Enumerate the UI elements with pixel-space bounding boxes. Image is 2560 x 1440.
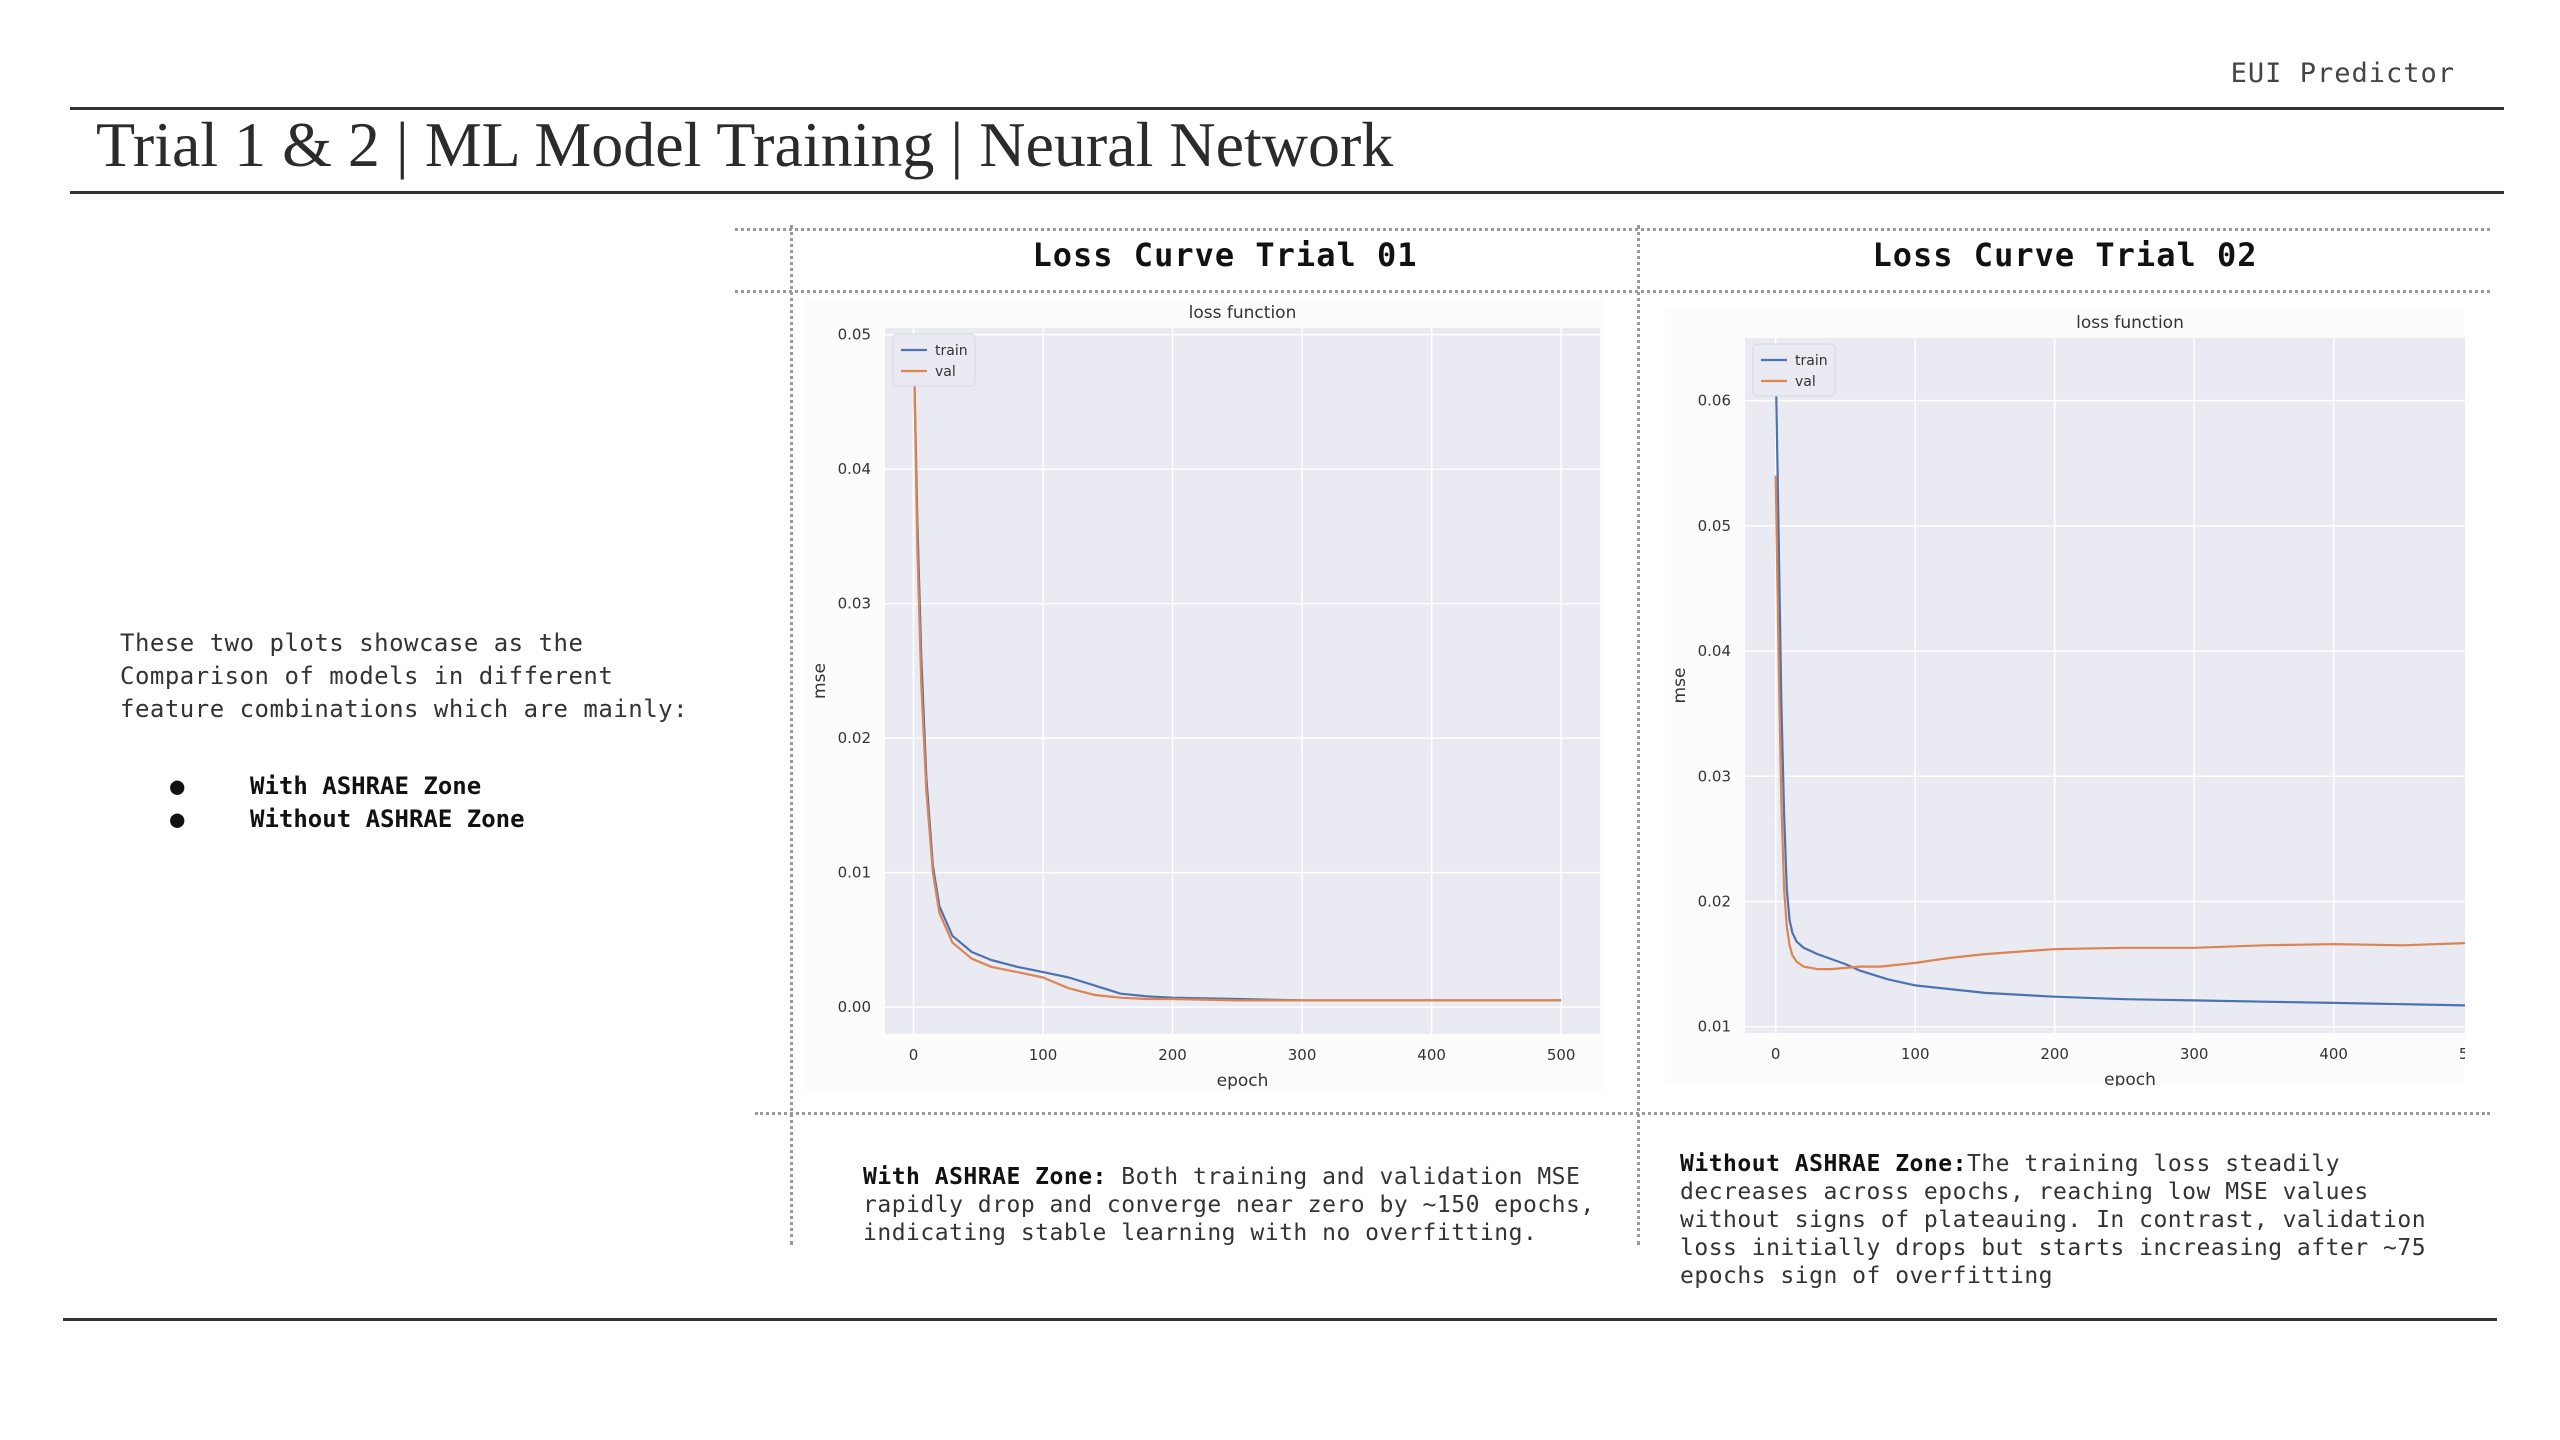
- x-tick-label: 0: [1771, 1045, 1781, 1063]
- x-tick-label: 200: [1158, 1046, 1187, 1064]
- description-lead: Without ASHRAE Zone:: [1680, 1151, 1967, 1177]
- x-tick-label: 0: [909, 1046, 919, 1064]
- feature-item-with-zone: ● With ASHRAE Zone: [170, 770, 525, 803]
- loss-chart-trial-02: 0 100 200 300 400 500 0.01 0.02 0.03 0.04 0.05 0.06…: [1665, 308, 2465, 1086]
- y-axis-label: mse: [1670, 668, 1690, 704]
- feature-list: ● With ASHRAE Zone ● Without ASHRAE Zone: [170, 770, 525, 836]
- plot-area: [885, 328, 1600, 1034]
- description-body: The training loss steadily decreases acr…: [1680, 1151, 2427, 1289]
- description-trial-01: With ASHRAE Zone: Both training and vali…: [863, 1163, 1613, 1247]
- legend-label-train: train: [1795, 353, 1828, 369]
- feature-label: Without ASHRAE Zone: [250, 805, 525, 833]
- y-tick-label: 0.05: [1698, 517, 1731, 535]
- legend-label-val: val: [935, 364, 956, 380]
- y-tick-label: 0.01: [1698, 1018, 1731, 1036]
- description-trial-02: Without ASHRAE Zone:The training loss st…: [1680, 1150, 2460, 1290]
- x-axis-label: epoch: [1217, 1071, 1269, 1090]
- grid-line-bottom: [755, 1112, 2490, 1115]
- grid-line-left: [790, 225, 793, 1245]
- feature-item-without-zone: ● Without ASHRAE Zone: [170, 803, 525, 836]
- bullet-icon: ●: [170, 772, 185, 800]
- series-line-val: [1774, 475, 2465, 971]
- x-tick-label: 400: [2319, 1045, 2348, 1063]
- series-line-train: [1774, 362, 2465, 1007]
- grid-line-header: [735, 290, 2490, 293]
- y-tick-label: 0.03: [1698, 767, 1731, 785]
- x-tick-label: 300: [1288, 1046, 1317, 1064]
- y-tick-label: 0.04: [1698, 642, 1731, 660]
- x-tick-label: 100: [1901, 1045, 1930, 1063]
- x-tick-label: 400: [1417, 1046, 1446, 1064]
- panel-heading-trial-02: Loss Curve Trial 02: [1872, 236, 2258, 274]
- x-tick-label: 500: [2459, 1045, 2465, 1063]
- x-tick-label: 200: [2040, 1045, 2069, 1063]
- x-tick-label: 300: [2180, 1045, 2209, 1063]
- header-bottom-rule: [70, 191, 2504, 194]
- y-tick-label: 0.02: [1698, 893, 1731, 911]
- footer-rule: [63, 1318, 2497, 1321]
- panel-heading-trial-01: Loss Curve Trial 01: [1032, 236, 1418, 274]
- y-tick-label: 0.03: [838, 595, 871, 613]
- x-axis-label: epoch: [2104, 1070, 2156, 1086]
- legend-box: [892, 333, 976, 387]
- y-tick-label: 0.02: [838, 729, 871, 747]
- description-body: Both training and validation MSE rapidly…: [863, 1164, 1595, 1246]
- y-tick-label: 0.00: [838, 998, 871, 1016]
- grid-line-middle: [1637, 225, 1640, 1245]
- y-tick-label: 0.05: [838, 326, 871, 344]
- y-axis-label: mse: [810, 663, 830, 699]
- plot-area: [1745, 338, 2465, 1033]
- chart-title: loss function: [1189, 303, 1297, 323]
- grid-line-top: [735, 228, 2490, 231]
- chart-title: loss function: [2076, 313, 2184, 333]
- page-title: Trial 1 & 2 | ML Model Training | Neural…: [96, 109, 1394, 180]
- intro-text: These two plots showcase as the Comparis…: [120, 629, 689, 723]
- series-line-val: [912, 334, 1562, 1002]
- x-tick-label: 500: [1547, 1046, 1576, 1064]
- header-top-rule: [70, 107, 2504, 110]
- x-tick-label: 100: [1029, 1046, 1058, 1064]
- legend-box: [1752, 343, 1836, 397]
- y-tick-label: 0.01: [838, 864, 871, 882]
- legend-label-train: train: [935, 343, 968, 359]
- bullet-icon: ●: [170, 805, 185, 833]
- y-tick-label: 0.04: [838, 460, 871, 478]
- legend-label-val: val: [1795, 374, 1816, 390]
- description-lead: With ASHRAE Zone:: [863, 1164, 1107, 1190]
- brand-label: EUI Predictor: [2230, 58, 2455, 89]
- feature-label: With ASHRAE Zone: [250, 772, 482, 800]
- loss-chart-trial-01: 0 100 200 300 400 500 0.00 0.01 0.02 0.03 0.04 0.05…: [805, 298, 1605, 1090]
- y-tick-label: 0.06: [1698, 392, 1731, 410]
